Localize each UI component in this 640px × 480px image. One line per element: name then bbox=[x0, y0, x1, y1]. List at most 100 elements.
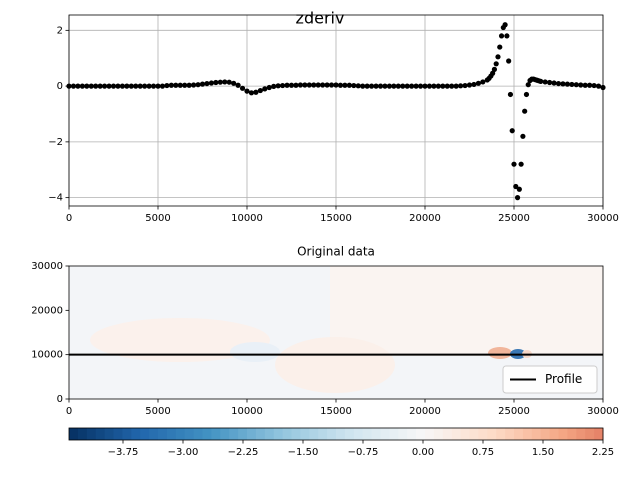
colorbar-cell bbox=[540, 428, 551, 440]
point bbox=[495, 54, 501, 60]
point bbox=[84, 83, 90, 89]
x-tick-label: 20000 bbox=[409, 406, 441, 417]
colorbar-cell bbox=[175, 428, 186, 440]
x-tick-label: 10000 bbox=[231, 406, 263, 417]
point bbox=[569, 81, 575, 88]
x-tick-label: 10000 bbox=[231, 213, 263, 224]
colorbar-frame bbox=[68, 427, 604, 441]
colorbar-cell bbox=[398, 428, 408, 440]
image-background bbox=[69, 266, 603, 399]
colorbar-cell bbox=[433, 428, 444, 440]
point bbox=[97, 83, 103, 89]
point bbox=[595, 83, 602, 89]
point bbox=[506, 58, 512, 64]
y-tick-label: 0 bbox=[57, 81, 63, 92]
point bbox=[493, 61, 499, 67]
point bbox=[400, 83, 406, 89]
point bbox=[542, 79, 548, 85]
colorbar-cell bbox=[86, 428, 97, 440]
point bbox=[124, 83, 130, 89]
chart-title: Original data bbox=[297, 245, 375, 259]
point bbox=[293, 82, 299, 88]
point bbox=[231, 80, 237, 86]
colorbar-cell bbox=[282, 428, 292, 440]
point bbox=[146, 83, 152, 89]
point bbox=[173, 82, 179, 88]
colorbar-cell bbox=[469, 428, 479, 440]
point bbox=[502, 22, 508, 28]
x-tick-label: 15000 bbox=[320, 213, 352, 224]
point bbox=[351, 82, 357, 89]
point bbox=[490, 70, 496, 76]
point bbox=[315, 82, 321, 88]
point bbox=[275, 83, 281, 89]
point bbox=[142, 83, 148, 89]
point bbox=[516, 186, 522, 192]
point bbox=[551, 80, 557, 86]
point bbox=[133, 83, 139, 89]
point bbox=[364, 83, 370, 89]
y-tick-label: 2 bbox=[57, 25, 63, 36]
point bbox=[328, 82, 335, 88]
colorbar-cell bbox=[442, 428, 453, 440]
point bbox=[337, 82, 344, 88]
legend: Profile bbox=[502, 365, 598, 394]
point bbox=[523, 91, 530, 98]
y-tick-label: −4 bbox=[48, 193, 63, 204]
point bbox=[413, 83, 419, 89]
point bbox=[333, 82, 339, 88]
colorbar-cell bbox=[585, 428, 595, 440]
colorbar-cell bbox=[95, 428, 106, 440]
point bbox=[560, 81, 566, 87]
colorbar-cell bbox=[202, 428, 212, 440]
x-tick-label: −3.75 bbox=[108, 447, 139, 458]
colorbar-cell bbox=[362, 428, 373, 440]
colorbar-cell bbox=[576, 428, 586, 440]
point bbox=[306, 82, 312, 88]
point bbox=[369, 83, 375, 89]
point bbox=[155, 83, 161, 89]
x-tick-label: 2.25 bbox=[592, 447, 614, 458]
colorbar-cell bbox=[149, 428, 159, 440]
point bbox=[600, 84, 606, 91]
colorbar-cell bbox=[496, 428, 506, 440]
colorbar-cell bbox=[238, 428, 248, 440]
colorbar-cell bbox=[77, 428, 88, 440]
colorbar-cell bbox=[220, 428, 230, 440]
point bbox=[164, 82, 170, 89]
point bbox=[244, 88, 250, 94]
colorbar-cell bbox=[184, 428, 195, 440]
point bbox=[346, 82, 352, 88]
point bbox=[222, 79, 228, 85]
point bbox=[435, 83, 441, 89]
x-tick-label: −1.50 bbox=[288, 447, 319, 458]
point bbox=[507, 91, 514, 98]
y-tick-label: −2 bbox=[48, 137, 63, 148]
colorbar-cell bbox=[389, 428, 399, 440]
point bbox=[75, 83, 81, 89]
point bbox=[522, 108, 528, 114]
colorbar-cell bbox=[166, 428, 177, 440]
x-tick-label: 0 bbox=[66, 213, 72, 224]
point bbox=[518, 161, 524, 167]
chart-title: zderiv bbox=[296, 9, 345, 28]
point bbox=[115, 83, 121, 89]
point bbox=[150, 83, 157, 89]
point bbox=[119, 83, 125, 89]
point bbox=[106, 83, 112, 89]
colorbar-cell bbox=[309, 428, 319, 440]
point bbox=[297, 82, 303, 88]
point bbox=[239, 85, 246, 91]
x-tick-label: 5000 bbox=[145, 213, 170, 224]
x-tick-label: 0.75 bbox=[472, 447, 494, 458]
point bbox=[235, 82, 241, 88]
colorbar-cell bbox=[460, 428, 470, 440]
legend-label: Profile bbox=[545, 372, 582, 386]
point bbox=[213, 79, 219, 86]
colorbar-cell bbox=[487, 428, 497, 440]
y-tick-label: 20000 bbox=[31, 305, 63, 316]
point bbox=[404, 83, 410, 89]
colorbar-cell bbox=[353, 428, 364, 440]
point bbox=[475, 80, 481, 86]
